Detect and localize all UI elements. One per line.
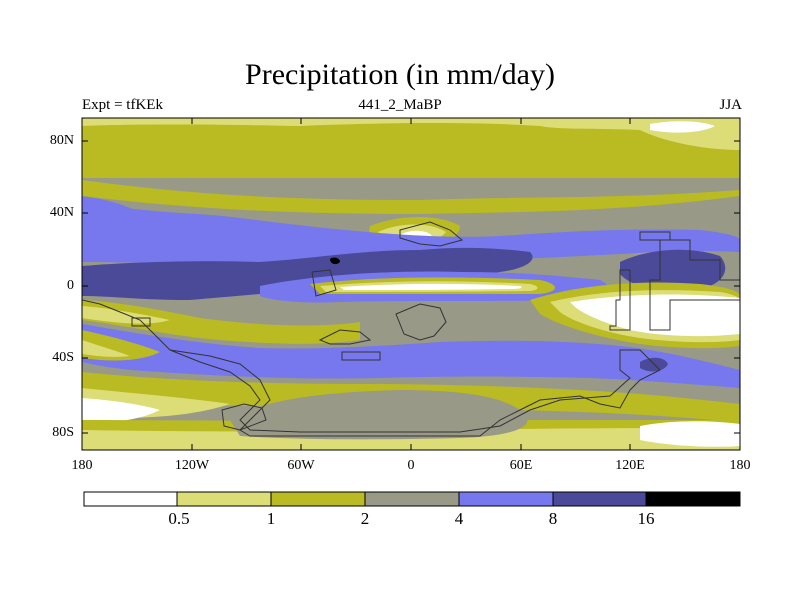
coastline-paleo-block-pacific	[649, 239, 740, 331]
equatorial-white-ribbon	[340, 283, 522, 290]
southeast-pacific-light-zone	[82, 340, 130, 357]
colorbar-swatch-gt-16	[645, 491, 741, 507]
coastline-paleo-block-west	[82, 299, 171, 351]
colorbar-label-16: 16	[637, 509, 655, 528]
midlat-olive-north	[82, 180, 740, 214]
colorbar-swatch-4-8	[458, 491, 554, 507]
dark-spot	[330, 257, 340, 265]
axis-ticks	[82, 118, 740, 450]
coastline-paleo-block-north	[639, 231, 671, 241]
itcz-dark-band	[82, 247, 533, 300]
colorbar-label-2: 2	[360, 509, 370, 528]
west-pacific-white-swirl	[570, 294, 740, 337]
colorbar-label-1: 1	[266, 509, 276, 528]
y-tick-label-0: 0	[67, 278, 74, 293]
season-label: JJA	[719, 97, 742, 113]
coastline-paleo-block-southern-strip	[341, 351, 381, 361]
coastline-paleo-block-north-africa	[399, 221, 464, 247]
y-tick-label-40n: 40N	[49, 205, 74, 220]
coastline-paleo-block-equator	[311, 269, 337, 297]
coastline-paleo-block-southwest-tip	[131, 317, 151, 327]
coastline-paleo-block-central-south	[318, 329, 372, 345]
y-tick-label-80n: 80N	[49, 133, 74, 148]
southern-blue-band	[82, 324, 740, 388]
y-tick-label-40s: 40S	[52, 350, 74, 365]
colorbar-label-4: 4	[454, 509, 464, 528]
x-tick-label-120w: 120W	[174, 458, 210, 473]
coastline-paleo-block-southwest	[221, 403, 267, 431]
blue-band-north	[82, 200, 740, 264]
colorbar-swatch-8-16	[552, 491, 647, 507]
colorbar-swatch-lt-0.5	[83, 491, 178, 507]
polar-white-patch-north	[650, 121, 715, 133]
colorbar-swatch-2-4	[364, 491, 460, 507]
experiment-label: Expt = tfKEk	[82, 97, 163, 113]
coastline-paleo-block-south-america	[169, 349, 661, 437]
x-tick-label-60w: 60W	[287, 458, 315, 473]
polar-light-patch-north	[82, 118, 740, 150]
x-tick-label-60e: 60E	[509, 458, 533, 473]
coastline-outlines	[82, 221, 740, 437]
colorbar-swatch-1-2	[270, 491, 366, 507]
x-tick-label-120e: 120E	[615, 458, 645, 473]
colorbar-swatch-0.5-1	[176, 491, 272, 507]
y-tick-label-80s: 80S	[52, 425, 74, 440]
southern-white-high-lat	[82, 398, 160, 423]
precipitation-field	[82, 118, 740, 450]
colorbar-label-0.5: 0.5	[168, 509, 190, 528]
colorbar	[83, 491, 741, 507]
antarctic-white-patch	[640, 421, 740, 447]
colorbar-label-8: 8	[548, 509, 558, 528]
blue-patch-northeast	[82, 196, 140, 217]
x-tick-label-180w: 180	[71, 458, 93, 473]
period-label: 441_2_MaBP	[358, 97, 442, 113]
x-tick-label-0: 0	[407, 458, 415, 473]
map-title: Precipitation (in mm/day)	[245, 58, 555, 91]
antarctic-gray-region	[230, 390, 528, 440]
southern-olive-band	[82, 300, 360, 344]
coastline-paleo-block-central-africa	[395, 303, 447, 341]
x-tick-label-180e: 180	[729, 458, 751, 473]
coastline-paleo-block-east	[609, 269, 631, 331]
